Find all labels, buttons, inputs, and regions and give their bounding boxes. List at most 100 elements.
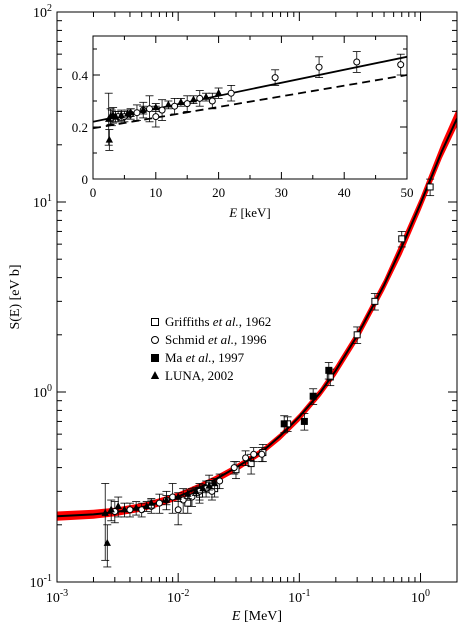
x-tick-label-base: 10 — [288, 591, 302, 606]
x-tick-label: 100 — [411, 588, 430, 606]
data-point — [120, 505, 129, 513]
y-tick-label-exponent: -1 — [44, 573, 52, 584]
x-tick-label: 10-1 — [288, 588, 310, 606]
data-point — [208, 97, 216, 105]
data-point — [132, 503, 140, 511]
data-point — [326, 373, 334, 381]
data-point — [210, 479, 219, 487]
data-point — [139, 105, 147, 113]
legend-entry-name: Schmid — [165, 332, 208, 347]
data-point — [164, 100, 173, 108]
legend-entry-name: LUNA, 2002 — [165, 368, 234, 383]
data-point — [183, 100, 191, 108]
axis-label-unit: [MeV] — [240, 609, 282, 624]
data-point — [105, 135, 113, 143]
inset-dashed-line — [93, 74, 407, 130]
x-tick-label-base: 10 — [46, 591, 60, 606]
data-point — [117, 110, 125, 118]
inset-x-tick-label: 40 — [338, 185, 351, 200]
data-point — [111, 112, 120, 120]
y-tick-label-base: 10 — [33, 386, 47, 401]
legend-entry-year: , 1996 — [234, 332, 267, 347]
axis-label-symbol: E — [228, 205, 237, 220]
legend-entry: Schmid et al., 1996 — [165, 332, 267, 347]
data-points — [101, 178, 435, 568]
data-point — [258, 450, 266, 458]
data-point — [192, 487, 200, 494]
y-tick-label: 100 — [33, 383, 52, 401]
data-point — [174, 492, 182, 500]
x-tick-label-exponent: -2 — [181, 588, 189, 599]
data-point — [398, 235, 406, 243]
legend-entry-year: , 1997 — [212, 350, 245, 365]
y-tick-label-exponent: 0 — [47, 383, 52, 394]
data-point — [315, 63, 323, 71]
data-point — [133, 109, 141, 117]
inset-x-tick-label: 0 — [90, 185, 97, 200]
data-point — [214, 88, 223, 96]
data-point — [189, 95, 198, 103]
data-point — [101, 508, 109, 516]
data-point — [309, 392, 317, 400]
data-point — [300, 417, 308, 425]
x-axis-label: E [MeV] — [231, 609, 282, 624]
data-point — [426, 183, 434, 191]
data-point — [126, 506, 134, 514]
data-point — [152, 103, 160, 111]
inset-x-tick-label: 10 — [149, 185, 162, 200]
series-filled-square — [280, 362, 333, 434]
data-point — [325, 366, 333, 374]
legend-entry-etal: et al. — [213, 314, 239, 329]
data-point — [227, 89, 235, 97]
inset-x-axis-label-text: E [keV] — [228, 205, 271, 220]
data-point — [127, 108, 135, 116]
data-point — [103, 538, 111, 546]
inset-background — [93, 36, 407, 179]
legend-entry: Ma et al., 1997 — [165, 350, 245, 365]
inset-x-tick-label: 20 — [212, 185, 225, 200]
y-tick-label-base: 10 — [33, 6, 47, 21]
x-tick-label: 10-2 — [167, 588, 189, 606]
x-axis-label-text: E [MeV] — [231, 609, 282, 624]
inset-data-points — [104, 51, 405, 151]
legend-entry: Griffiths et al., 1962 — [165, 314, 271, 329]
data-point — [247, 460, 255, 468]
axis-label-symbol: E — [231, 609, 241, 624]
data-point — [179, 496, 187, 504]
x-tick-label-base: 10 — [167, 591, 181, 606]
x-axis-ticks: 10-3 10-2 10-1 100 — [46, 12, 458, 606]
x-tick-label-base: 10 — [411, 591, 425, 606]
inset-plot: 0 10 20 30 40 50 0 0.2 0.4 E [keV] — [72, 35, 414, 220]
y-tick-label-exponent: 1 — [47, 193, 52, 204]
legend-marker — [151, 318, 159, 326]
inset-y-tick-label: 0.4 — [72, 68, 89, 83]
data-point — [114, 502, 122, 510]
legend-entry-year: , 1962 — [239, 314, 272, 329]
data-point — [155, 499, 163, 507]
inset-x-tick-label: 50 — [401, 185, 414, 200]
inset-x-axis-label: E [keV] — [228, 205, 271, 220]
data-point — [208, 487, 216, 495]
legend-entry: LUNA, 2002 — [165, 368, 234, 383]
data-point — [146, 105, 154, 113]
data-point — [177, 97, 185, 105]
legend-entry-etal: et al. — [208, 332, 234, 347]
data-point — [184, 489, 192, 497]
data-point — [397, 61, 405, 69]
y-tick-label: 102 — [33, 3, 52, 21]
inset-y-tick-label: 0.2 — [72, 120, 88, 135]
data-point — [152, 113, 160, 121]
legend-marker — [151, 354, 159, 362]
inset-x-axis-ticks: 0 10 20 30 40 50 — [90, 36, 414, 200]
x-tick-label-exponent: -1 — [302, 588, 310, 599]
data-point — [202, 92, 210, 100]
axis-label-unit: [keV] — [237, 205, 271, 220]
data-point — [271, 74, 279, 82]
data-point — [230, 464, 238, 472]
series-filled-triangle — [101, 478, 219, 568]
y-tick-label-exponent: 2 — [47, 3, 52, 14]
y-axis-label: S(E) [eV b] — [8, 264, 23, 329]
